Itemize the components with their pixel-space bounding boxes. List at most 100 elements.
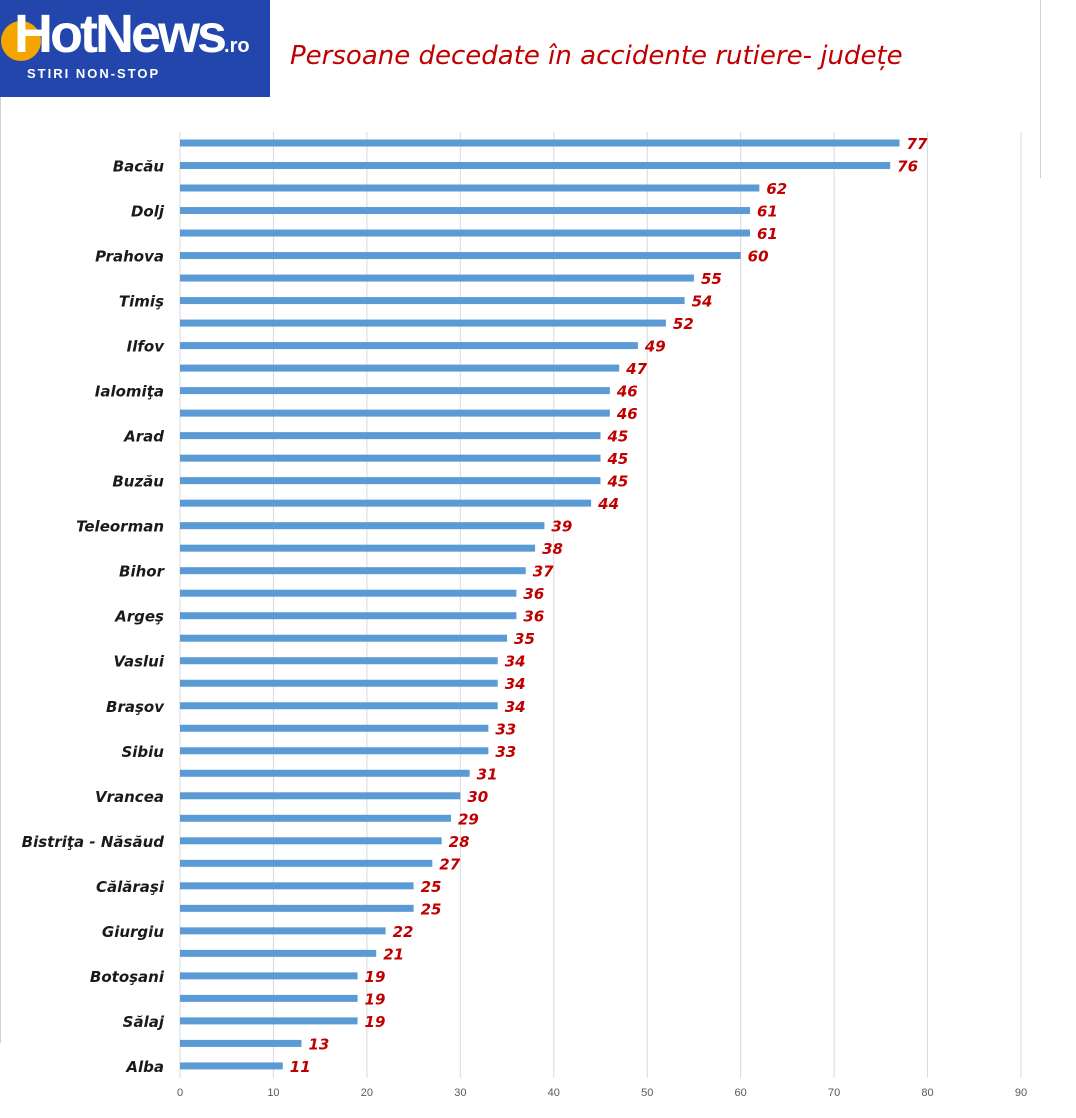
category-label: Timiş [119,293,164,311]
category-label: Vaslui [114,653,165,671]
bar [180,882,414,890]
data-label: 19 [365,968,386,986]
data-label: 61 [757,225,778,243]
data-label: 34 [505,698,526,716]
category-label: Argeş [114,608,164,626]
data-label: 54 [692,293,713,311]
category-label: Ialomiţa [95,383,164,401]
bar [180,139,900,147]
bar [180,769,470,777]
category-label: Călăraşi [96,878,165,896]
category-label: Sibiu [121,743,164,761]
sun-icon [4,24,38,58]
bar [180,319,666,327]
data-label: 44 [597,495,619,513]
logo-tagline: STIRI NON-STOP [27,66,161,81]
data-label: 30 [467,788,488,806]
bar [180,927,386,935]
x-tick-label: 30 [454,1087,466,1099]
x-tick-label: 60 [735,1087,747,1099]
data-label: 29 [458,810,479,828]
category-label: Ilfov [127,338,166,356]
category-label: Dolj [131,203,165,221]
bar [180,589,517,597]
bar [180,229,751,237]
data-label: 33 [495,743,516,761]
data-label: 31 [477,765,498,783]
x-tick-label: 40 [548,1087,560,1099]
data-label: 34 [505,653,526,671]
logo-suffix: .ro [224,35,250,57]
bar [180,252,741,260]
bar [180,702,498,710]
data-label: 62 [766,180,787,198]
data-label: 34 [505,675,526,693]
bar [180,409,610,417]
bar [180,657,498,665]
category-label: Sălaj [123,1013,165,1031]
x-tick-label: 20 [361,1087,373,1099]
data-label: 19 [365,1013,386,1031]
data-label: 21 [383,945,404,963]
x-tick-label: 10 [267,1087,279,1099]
data-label: 46 [616,383,638,401]
data-label: 36 [523,608,544,626]
bar [180,837,442,845]
bar [180,1039,302,1047]
hotnews-logo: HotNews.ro STIRI NON-STOP [0,0,270,97]
data-label: 46 [616,405,638,423]
bar [180,477,601,485]
data-label: 25 [421,900,442,918]
frame-line [1040,0,1041,178]
bar [180,162,891,170]
bar [180,949,377,957]
logo-name: HotNews [14,4,227,64]
category-label: Bacău [113,158,165,176]
data-label: 47 [625,360,647,378]
bar [180,612,517,620]
data-label: 76 [897,158,918,176]
bar [180,297,685,305]
x-tick-label: 50 [641,1087,653,1099]
data-label: 45 [607,450,629,468]
chart-title: Persoane decedate în accidente rutiere- … [290,41,903,71]
category-label: Prahova [95,248,164,266]
data-label: 33 [495,720,516,738]
data-label: 45 [607,473,629,491]
data-label: 19 [365,990,386,1008]
bar [180,499,592,507]
category-label: Botoşani [90,968,165,986]
category-label: Braşov [106,698,165,716]
bar [180,859,433,867]
bar [180,747,489,755]
category-label: Teleorman [76,518,164,536]
category-label: Vrancea [95,788,164,806]
category-label: Bistriţa - Năsăud [22,833,165,851]
data-label: 36 [523,585,544,603]
bar [180,972,358,980]
bar [180,792,461,800]
bar [180,814,451,822]
data-label: 38 [542,540,563,558]
bar [180,1017,358,1025]
data-label: 77 [907,135,928,153]
category-label: Arad [123,428,164,446]
data-label: 27 [439,855,460,873]
bar [180,1062,283,1070]
bar [180,454,601,462]
data-label: 45 [607,428,629,446]
bar [180,994,358,1002]
bar [180,184,760,192]
category-label: Giurgiu [102,923,164,941]
x-tick-label: 90 [1015,1087,1027,1099]
bar [180,567,526,575]
category-label: Bihor [119,563,166,581]
data-label: 39 [551,518,572,536]
x-tick-label: 70 [828,1087,840,1099]
data-label: 25 [421,878,442,896]
bar [180,724,489,732]
data-label: 28 [449,833,470,851]
data-label: 52 [673,315,694,333]
data-label: 13 [308,1035,329,1053]
